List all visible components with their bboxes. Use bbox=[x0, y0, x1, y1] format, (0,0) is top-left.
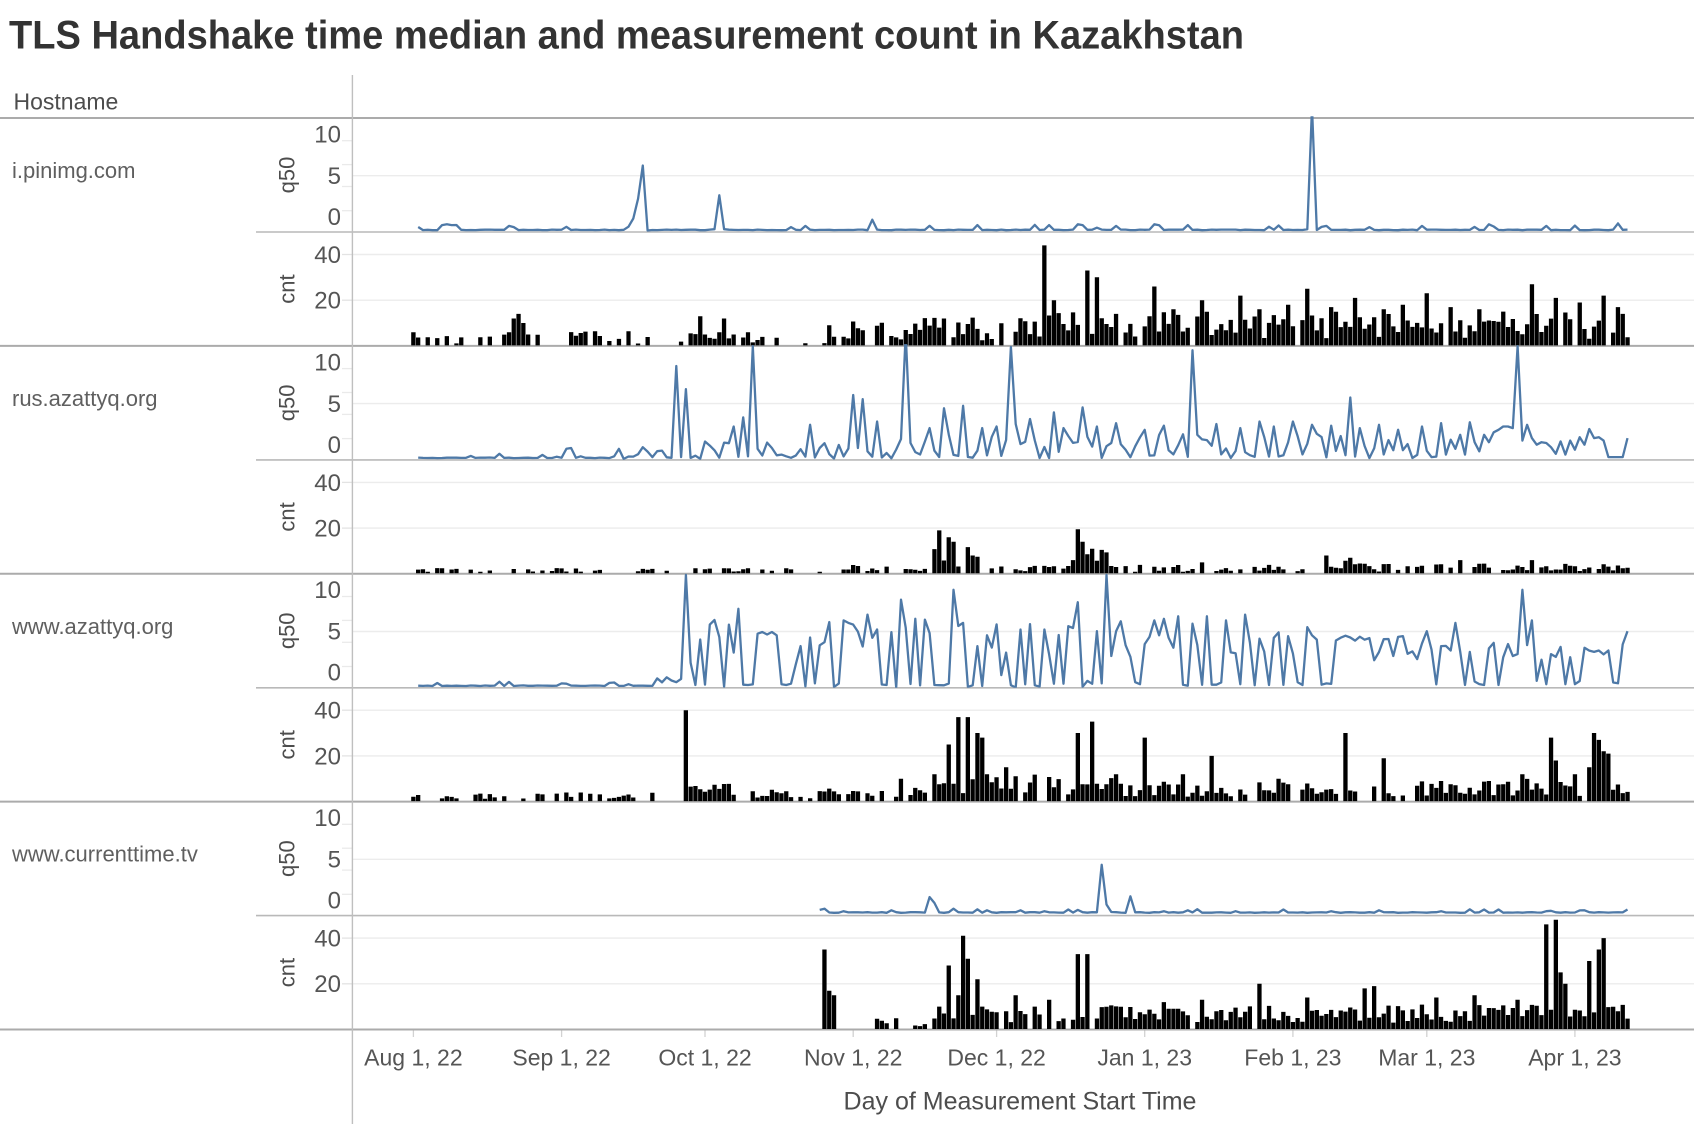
svg-text:Hostname: Hostname bbox=[14, 89, 119, 115]
svg-text:5: 5 bbox=[328, 619, 341, 646]
svg-text:cnt: cnt bbox=[275, 274, 300, 303]
svg-text:Oct 1, 22: Oct 1, 22 bbox=[658, 1045, 751, 1071]
svg-text:Dec 1, 22: Dec 1, 22 bbox=[947, 1045, 1045, 1071]
svg-text:Aug 1, 22: Aug 1, 22 bbox=[364, 1045, 462, 1071]
svg-text:10: 10 bbox=[314, 805, 341, 832]
svg-text:0: 0 bbox=[328, 888, 341, 915]
svg-text:q50: q50 bbox=[275, 612, 300, 649]
svg-text:40: 40 bbox=[314, 242, 341, 269]
svg-text:q50: q50 bbox=[275, 840, 300, 877]
svg-text:20: 20 bbox=[314, 288, 341, 315]
svg-text:cnt: cnt bbox=[275, 730, 300, 759]
svg-text:20: 20 bbox=[314, 743, 341, 770]
svg-text:cnt: cnt bbox=[275, 958, 300, 987]
svg-text:Feb 1, 23: Feb 1, 23 bbox=[1244, 1045, 1341, 1071]
svg-text:TLS Handshake time median and: TLS Handshake time median and measuremen… bbox=[9, 14, 1244, 58]
svg-text:q50: q50 bbox=[275, 385, 300, 422]
svg-text:5: 5 bbox=[328, 391, 341, 418]
svg-text:40: 40 bbox=[314, 926, 341, 953]
svg-text:rus.azattyq.org: rus.azattyq.org bbox=[12, 386, 158, 411]
svg-text:www.azattyq.org: www.azattyq.org bbox=[11, 614, 173, 639]
svg-text:40: 40 bbox=[314, 698, 341, 725]
svg-text:Nov 1, 22: Nov 1, 22 bbox=[804, 1045, 902, 1071]
svg-text:cnt: cnt bbox=[275, 502, 300, 531]
svg-text:Day of Measurement Start Time: Day of Measurement Start Time bbox=[844, 1088, 1197, 1116]
svg-text:www.currenttime.tv: www.currenttime.tv bbox=[11, 842, 198, 867]
svg-text:Sep 1, 22: Sep 1, 22 bbox=[512, 1045, 610, 1071]
svg-text:0: 0 bbox=[328, 204, 341, 231]
svg-text:20: 20 bbox=[314, 516, 341, 543]
svg-text:20: 20 bbox=[314, 971, 341, 998]
svg-text:i.pinimg.com: i.pinimg.com bbox=[12, 158, 135, 183]
svg-text:0: 0 bbox=[328, 660, 341, 687]
svg-text:Mar 1, 23: Mar 1, 23 bbox=[1378, 1045, 1475, 1071]
svg-text:0: 0 bbox=[328, 432, 341, 459]
svg-text:5: 5 bbox=[328, 847, 341, 874]
svg-text:q50: q50 bbox=[275, 157, 300, 194]
svg-text:10: 10 bbox=[314, 349, 341, 376]
svg-text:10: 10 bbox=[314, 577, 341, 604]
svg-text:10: 10 bbox=[314, 121, 341, 148]
svg-text:Jan 1, 23: Jan 1, 23 bbox=[1097, 1045, 1192, 1071]
svg-text:Apr 1, 23: Apr 1, 23 bbox=[1528, 1045, 1621, 1071]
svg-text:5: 5 bbox=[328, 163, 341, 190]
svg-text:40: 40 bbox=[314, 470, 341, 497]
